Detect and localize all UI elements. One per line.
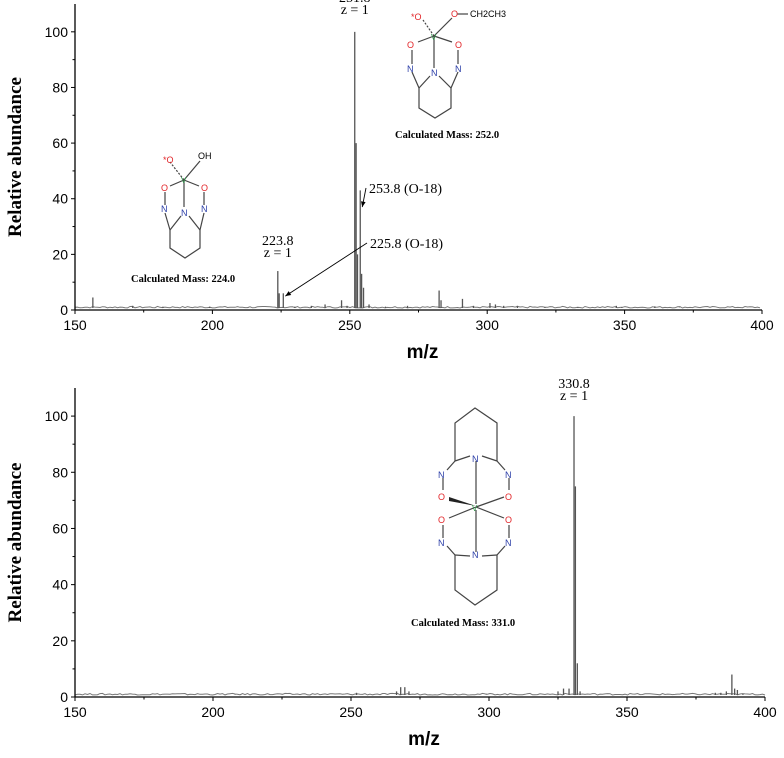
struct-atom: O (438, 515, 445, 525)
struct-atom: O (161, 183, 168, 193)
struct-atom: O (455, 40, 462, 50)
isotope-annotation: 225.8 (O-18) (370, 237, 443, 252)
peak-label: z = 1 (341, 3, 369, 18)
struct-atom: N (505, 470, 512, 480)
struct-atom: N (181, 208, 188, 218)
annotation-arrowhead (361, 201, 366, 208)
peak-label: 251.8 (339, 0, 371, 6)
y-tick-label: 0 (60, 689, 68, 705)
x-tick-label: 400 (750, 317, 774, 333)
struct-atom: N (472, 454, 479, 464)
struct-atom: O (438, 492, 445, 502)
y-tick-label: 0 (60, 302, 68, 318)
x-tick-label: 200 (201, 704, 225, 720)
structure-caption: Calculated Mass: 252.0 (395, 130, 499, 141)
struct-atom: O (451, 9, 458, 19)
struct-atom: N (161, 204, 168, 214)
x-tick-label: 150 (63, 317, 87, 333)
y-axis-label: Relative abundance (5, 77, 26, 237)
isotope-annotation: 253.8 (O-18) (369, 182, 442, 197)
x-tick-label: 200 (201, 317, 225, 333)
struct-atom: N (455, 64, 462, 74)
y-tick-label: 40 (52, 577, 68, 593)
peak-label: z = 1 (264, 246, 292, 261)
peak-label: 330.8 (558, 377, 590, 392)
structure-caption: Calculated Mass: 224.0 (131, 274, 235, 285)
y-tick-label: 20 (52, 633, 68, 649)
structure-caption: Calculated Mass: 331.0 (411, 618, 515, 629)
y-tick-label: 60 (52, 520, 68, 536)
annotation-arrow (285, 242, 368, 297)
struct-atom: V (431, 33, 437, 42)
structure-vo-oh: *O OH O O N N N V Calculated Mass: 224.0 (131, 151, 235, 285)
noise-baseline (74, 305, 761, 309)
struct-atom: O (505, 492, 512, 502)
spectrum-top: 150 200 250 300 350 400 0 20 40 60 80 100 m/z Relativ… (5, 0, 774, 363)
struct-atom: N (438, 470, 445, 480)
struct-atom: N (431, 68, 438, 78)
x-axis-label: m/z (407, 342, 439, 363)
y-tick-label: 20 (52, 246, 68, 262)
noise-baseline (74, 692, 766, 696)
struct-atom: N (505, 538, 512, 548)
x-tick-label: 150 (63, 704, 87, 720)
peak-label: 223.8 (262, 234, 294, 249)
y-tick-label: 100 (45, 24, 69, 40)
y-tick-label: 80 (52, 464, 68, 480)
struct-atom: N (472, 550, 479, 560)
struct-atom: V (472, 504, 478, 513)
struct-atom: OH (198, 151, 212, 161)
struct-atom: N (438, 538, 445, 548)
structure-vo-ethoxy: *O O CH2CH3 O O N N N V Calculated Mass:… (395, 9, 506, 141)
structure-v-bis: N N N O O V O O N N N Calculated Mass: 3… (411, 407, 515, 629)
y-tick-label: 40 (52, 191, 68, 207)
x-tick-label: 300 (477, 704, 501, 720)
peak-label: z = 1 (560, 389, 588, 404)
x-axis-label: m/z (408, 729, 440, 750)
x-tick-label: 300 (476, 317, 500, 333)
struct-atom: O (201, 183, 208, 193)
spectrum-bottom: 150 200 250 300 350 400 0 20 40 60 80 100 m/z Relativ… (5, 377, 777, 750)
y-tick-label: 80 (52, 79, 68, 95)
y-tick-label: 60 (52, 135, 68, 151)
struct-atom: *O (411, 12, 422, 22)
struct-atom: O (407, 40, 414, 50)
y-axis-label: Relative abundance (5, 463, 26, 623)
x-tick-label: 350 (615, 704, 639, 720)
x-tick-label: 250 (338, 317, 362, 333)
x-tick-label: 250 (339, 704, 363, 720)
struct-atom: N (407, 64, 414, 74)
struct-atom: N (201, 204, 208, 214)
annotation-arrowhead (285, 291, 292, 297)
x-tick-label: 350 (613, 317, 637, 333)
y-tick-label: 100 (45, 408, 69, 424)
struct-atom: V (181, 176, 187, 185)
struct-atom: *O (163, 155, 174, 165)
struct-atom: CH2CH3 (470, 9, 506, 19)
x-tick-label: 400 (753, 704, 777, 720)
struct-atom: O (505, 515, 512, 525)
